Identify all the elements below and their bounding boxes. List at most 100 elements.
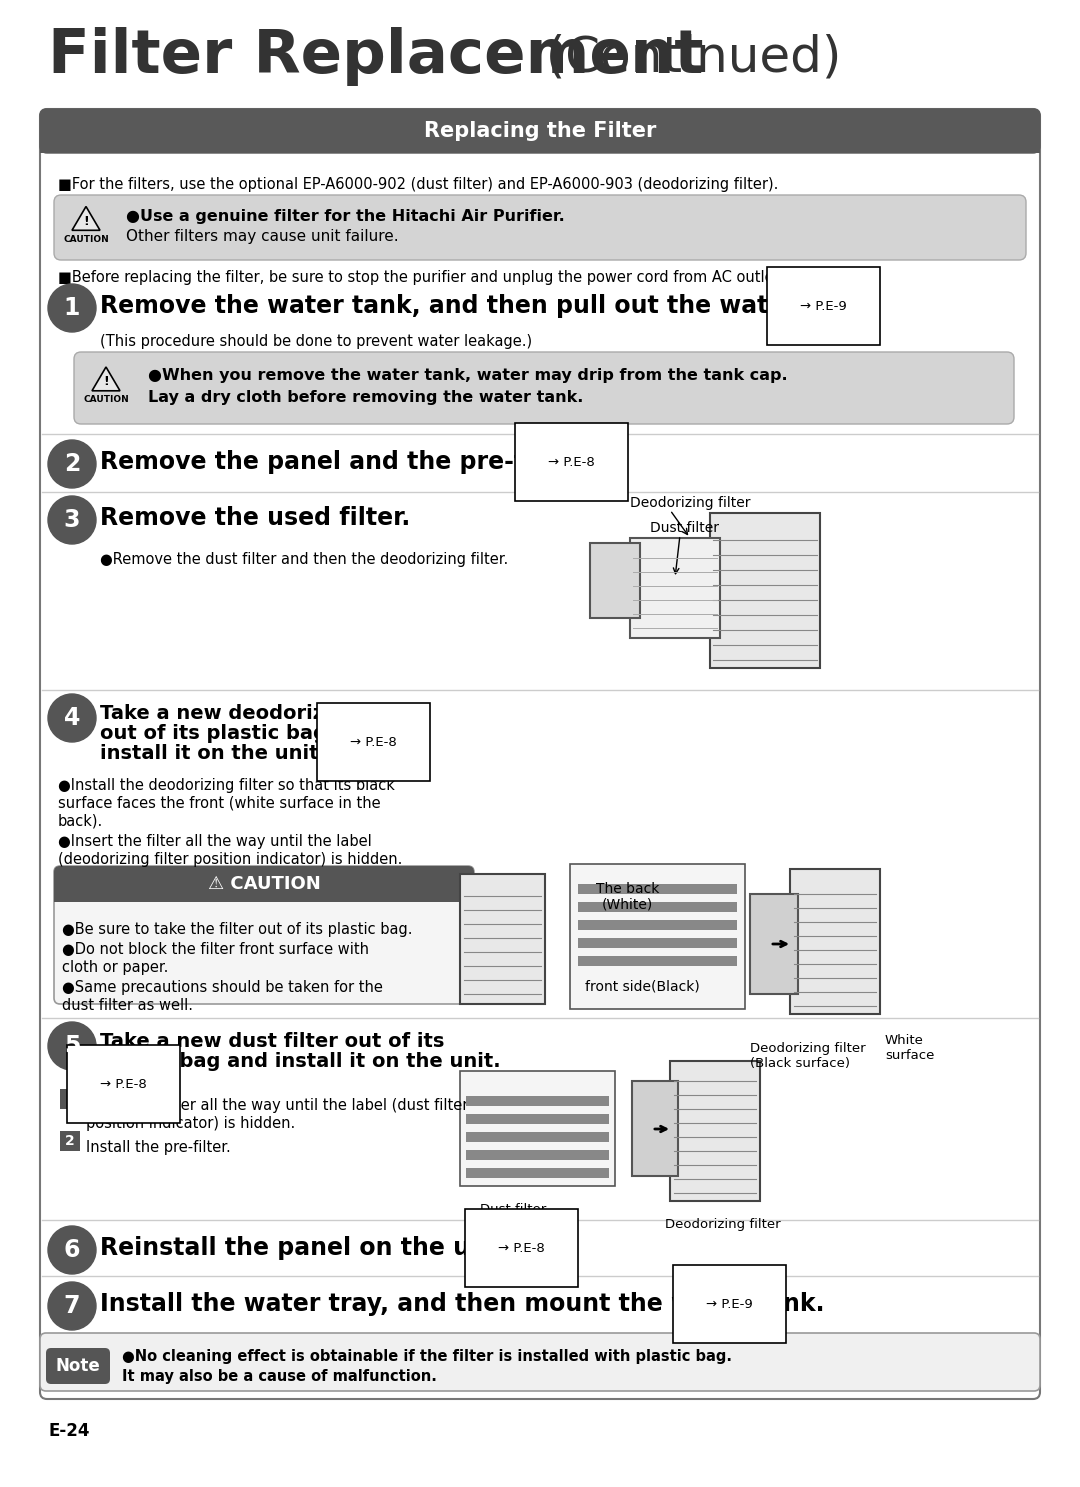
Text: White: White bbox=[885, 1033, 923, 1047]
Bar bbox=[590, 543, 640, 619]
Bar bbox=[460, 1071, 615, 1187]
Polygon shape bbox=[92, 367, 120, 391]
Bar bbox=[465, 1132, 609, 1142]
Bar bbox=[630, 538, 720, 638]
FancyBboxPatch shape bbox=[40, 1332, 1040, 1390]
Text: out of its plastic bag and: out of its plastic bag and bbox=[100, 724, 375, 744]
Text: back).: back). bbox=[58, 813, 104, 828]
Text: The back: The back bbox=[596, 882, 659, 897]
Text: ●Install the deodorizing filter so that its black: ●Install the deodorizing filter so that … bbox=[58, 778, 395, 793]
Text: ●Insert the filter all the way until the label: ●Insert the filter all the way until the… bbox=[58, 834, 372, 849]
Text: ●When you remove the water tank, water may drip from the tank cap.: ●When you remove the water tank, water m… bbox=[148, 367, 787, 384]
FancyBboxPatch shape bbox=[54, 195, 1026, 260]
Polygon shape bbox=[72, 207, 100, 230]
FancyBboxPatch shape bbox=[40, 109, 1040, 1399]
Text: 2: 2 bbox=[64, 452, 80, 476]
Text: 1: 1 bbox=[64, 296, 80, 320]
Text: surface faces the front (white surface in the: surface faces the front (white surface i… bbox=[58, 796, 380, 810]
Text: ●No cleaning effect is obtainable if the filter is installed with plastic bag.: ●No cleaning effect is obtainable if the… bbox=[122, 1349, 732, 1364]
Bar bbox=[460, 874, 545, 1004]
Text: ●Remove the dust filter and then the deodorizing filter.: ●Remove the dust filter and then the deo… bbox=[100, 552, 509, 567]
Text: Install the water tray, and then mount the water tank.: Install the water tray, and then mount t… bbox=[100, 1292, 824, 1316]
Text: CAUTION: CAUTION bbox=[63, 235, 109, 244]
Bar bbox=[465, 1114, 609, 1124]
Text: ●Same precautions should be taken for the: ●Same precautions should be taken for th… bbox=[62, 980, 383, 995]
Text: Take a new deodorizing filter: Take a new deodorizing filter bbox=[100, 703, 419, 723]
Bar bbox=[710, 513, 820, 668]
Text: !: ! bbox=[103, 375, 109, 388]
Text: Remove the water tank, and then pull out the water tray.: Remove the water tank, and then pull out… bbox=[100, 294, 864, 318]
Text: position indicator) is hidden.: position indicator) is hidden. bbox=[86, 1117, 295, 1132]
Circle shape bbox=[48, 440, 96, 488]
Bar bbox=[40, 131, 1040, 153]
Text: → P.E-8: → P.E-8 bbox=[548, 455, 595, 468]
Text: Take a new dust filter out of its: Take a new dust filter out of its bbox=[100, 1032, 444, 1051]
FancyBboxPatch shape bbox=[46, 1349, 110, 1384]
Text: 5: 5 bbox=[64, 1033, 80, 1057]
Text: 3: 3 bbox=[64, 509, 80, 532]
Text: Deodorizing filter: Deodorizing filter bbox=[665, 1218, 781, 1231]
Text: (deodorizing filter position indicator) is hidden.: (deodorizing filter position indicator) … bbox=[58, 852, 403, 867]
Text: 1: 1 bbox=[65, 1091, 75, 1106]
Text: ●Be sure to take the filter out of its plastic bag.: ●Be sure to take the filter out of its p… bbox=[62, 922, 413, 937]
Text: → P.E-8: → P.E-8 bbox=[100, 1078, 147, 1090]
Circle shape bbox=[48, 497, 96, 544]
Text: Insert the filter all the way until the label (dust filter: Insert the filter all the way until the … bbox=[86, 1097, 469, 1112]
Text: cloth or paper.: cloth or paper. bbox=[62, 961, 168, 975]
Text: 7: 7 bbox=[64, 1294, 80, 1317]
Text: ●Do not block the filter front surface with: ●Do not block the filter front surface w… bbox=[62, 941, 369, 958]
Circle shape bbox=[48, 1282, 96, 1329]
Text: → P.E-9: → P.E-9 bbox=[706, 1298, 753, 1310]
Bar bbox=[465, 1096, 609, 1106]
Bar bbox=[578, 938, 737, 949]
Bar bbox=[570, 864, 745, 1010]
Text: 6: 6 bbox=[64, 1239, 80, 1262]
Text: ■Before replacing the filter, be sure to stop the purifier and unplug the power : ■Before replacing the filter, be sure to… bbox=[58, 271, 784, 286]
Bar bbox=[465, 1167, 609, 1178]
Text: Note: Note bbox=[56, 1358, 100, 1375]
FancyBboxPatch shape bbox=[54, 865, 474, 903]
Text: Other filters may cause unit failure.: Other filters may cause unit failure. bbox=[126, 229, 399, 244]
Text: ●Use a genuine filter for the Hitachi Air Purifier.: ●Use a genuine filter for the Hitachi Ai… bbox=[126, 210, 565, 225]
Text: 2: 2 bbox=[65, 1135, 75, 1148]
Circle shape bbox=[48, 694, 96, 742]
Bar bbox=[54, 883, 474, 903]
Bar bbox=[632, 1081, 678, 1176]
Text: Replacing the Filter: Replacing the Filter bbox=[423, 120, 657, 141]
Text: Dust filter: Dust filter bbox=[480, 1203, 546, 1216]
Text: CAUTION: CAUTION bbox=[83, 396, 129, 404]
Text: ⚠ CAUTION: ⚠ CAUTION bbox=[207, 874, 321, 894]
Text: → P.E-8: → P.E-8 bbox=[350, 736, 396, 748]
Text: ■For the filters, use the optional EP-A6000-902 (dust filter) and EP-A6000-903 (: ■For the filters, use the optional EP-A6… bbox=[58, 177, 779, 192]
Text: → P.E-8: → P.E-8 bbox=[498, 1242, 544, 1255]
Text: Remove the panel and the pre-filter.: Remove the panel and the pre-filter. bbox=[100, 451, 585, 474]
Text: (Black surface): (Black surface) bbox=[750, 1057, 850, 1071]
Bar bbox=[578, 903, 737, 912]
Text: install it on the unit.: install it on the unit. bbox=[100, 744, 326, 763]
Bar bbox=[60, 1088, 80, 1109]
Circle shape bbox=[48, 284, 96, 332]
Text: Reinstall the panel on the unit.: Reinstall the panel on the unit. bbox=[100, 1236, 515, 1259]
Text: (White): (White) bbox=[602, 898, 653, 912]
Text: Filter Replacement: Filter Replacement bbox=[48, 27, 703, 86]
Bar bbox=[789, 868, 880, 1014]
Text: → P.E-9: → P.E-9 bbox=[800, 299, 847, 312]
Text: Remove the used filter.: Remove the used filter. bbox=[100, 506, 410, 529]
Text: Dust filter: Dust filter bbox=[650, 520, 719, 535]
Text: plastic bag and install it on the unit.: plastic bag and install it on the unit. bbox=[100, 1051, 501, 1071]
Text: (Continued): (Continued) bbox=[530, 33, 841, 80]
Text: Lay a dry cloth before removing the water tank.: Lay a dry cloth before removing the wate… bbox=[148, 390, 583, 404]
Text: Deodorizing filter: Deodorizing filter bbox=[750, 1042, 866, 1054]
Text: Deodorizing filter: Deodorizing filter bbox=[630, 497, 751, 510]
Text: It may also be a cause of malfunction.: It may also be a cause of malfunction. bbox=[122, 1370, 437, 1384]
Text: Install the pre-filter.: Install the pre-filter. bbox=[86, 1141, 231, 1155]
Circle shape bbox=[48, 1225, 96, 1274]
Text: 4: 4 bbox=[64, 706, 80, 730]
Text: dust filter as well.: dust filter as well. bbox=[62, 998, 193, 1013]
FancyBboxPatch shape bbox=[40, 109, 1040, 153]
Text: !: ! bbox=[83, 214, 89, 228]
Bar bbox=[578, 956, 737, 967]
Circle shape bbox=[48, 1022, 96, 1071]
Bar bbox=[60, 1132, 80, 1151]
Bar bbox=[465, 1149, 609, 1160]
